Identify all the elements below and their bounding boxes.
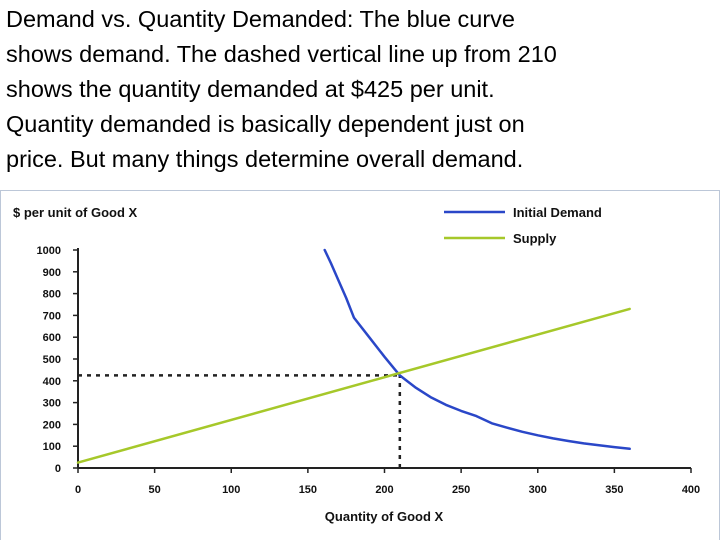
y-tick-label: 600 — [43, 332, 61, 344]
y-tick-label: 900 — [43, 267, 61, 279]
series-line-initial-demand — [323, 248, 631, 451]
slide-text-line-1: Demand vs. Quantity Demanded: The blue c… — [6, 6, 516, 32]
y-tick-label: 100 — [43, 441, 61, 453]
slide-text-line-4: Quantity demanded is basically dependent… — [6, 111, 525, 137]
x-tick-label: 300 — [529, 484, 547, 496]
x-tick-label: 150 — [299, 484, 317, 496]
y-tick-label: 300 — [43, 398, 61, 410]
x-tick-label: 0 — [75, 484, 81, 496]
x-tick-label: 100 — [222, 484, 240, 496]
y-tick-label: 200 — [43, 419, 61, 431]
y-tick-label: 800 — [43, 289, 61, 301]
legend: Initial Demand Supply — [444, 205, 602, 246]
x-tick-label: 50 — [149, 484, 161, 496]
x-tick-label: 200 — [375, 484, 393, 496]
series-line-supply — [76, 307, 631, 464]
y-tick-label: 0 — [55, 463, 61, 475]
y-tick-label: 1000 — [37, 245, 61, 257]
y-tick-label: 500 — [43, 354, 61, 366]
x-tick-label: 250 — [452, 484, 470, 496]
y-tick-label: 700 — [43, 310, 61, 322]
legend-label: Initial Demand — [513, 205, 602, 220]
y-axis-title: $ per unit of Good X — [13, 205, 138, 220]
slide-text: Demand vs. Quantity Demanded: The blue c… — [6, 2, 716, 177]
x-tick-label: 400 — [682, 484, 700, 496]
demand-supply-chart: $ per unit of Good X Quantity of Good X … — [13, 205, 701, 524]
x-axis-title: Quantity of Good X — [325, 509, 444, 524]
slide-text-line-3: shows the quantity demanded at $425 per … — [6, 76, 495, 102]
slide-text-line-5: price. But many things determine overall… — [6, 146, 524, 172]
plot-layer: 0 100 200 300 400 500 600 700 800 900 1000 0 50 100 15… — [37, 245, 701, 496]
chart-panel: $ per unit of Good X Quantity of Good X … — [0, 190, 720, 540]
x-tick-label: 350 — [605, 484, 623, 496]
y-tick-label: 400 — [43, 376, 61, 388]
legend-label: Supply — [513, 231, 557, 246]
slide-text-line-2: shows demand. The dashed vertical line u… — [6, 41, 557, 67]
